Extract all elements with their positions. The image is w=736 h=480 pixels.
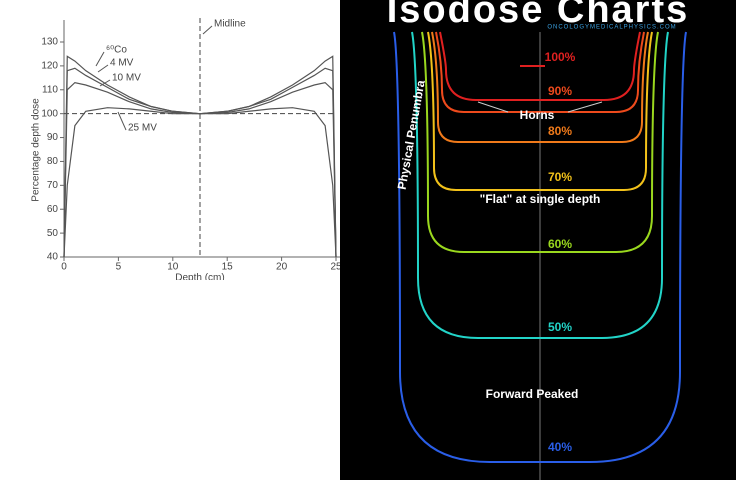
y-tick-label: 90 bbox=[47, 132, 59, 143]
x-tick-label: 25 bbox=[330, 262, 342, 273]
series-label: 25 MV bbox=[128, 123, 157, 134]
isodose-curve bbox=[411, 31, 669, 339]
y-tick-label: 100 bbox=[41, 108, 58, 119]
isodose-label: 40% bbox=[548, 440, 572, 454]
leader bbox=[97, 64, 109, 73]
isodose-curve bbox=[435, 31, 645, 113]
annotation: "Flat" at single depth bbox=[480, 192, 601, 206]
profile-line bbox=[63, 107, 337, 258]
leader bbox=[95, 51, 105, 67]
series-label: 4 MV bbox=[110, 58, 134, 69]
series-label: 10 MV bbox=[112, 73, 141, 84]
dark-panel bbox=[340, 0, 736, 480]
x-tick-label: 15 bbox=[222, 262, 234, 273]
isodose-curve bbox=[439, 31, 641, 101]
isodose-label: 90% bbox=[548, 84, 572, 98]
x-tick-label: 10 bbox=[167, 262, 179, 273]
isodose-label: 100% bbox=[545, 50, 576, 64]
isodose-label: 60% bbox=[548, 237, 572, 251]
y-tick-label: 80 bbox=[47, 156, 59, 167]
isodose-label: 80% bbox=[548, 124, 572, 138]
y-axis-label: Percentage depth dose bbox=[31, 98, 42, 202]
isodose-label: 50% bbox=[548, 320, 572, 334]
diagram-title: Isodose Charts bbox=[387, 0, 690, 31]
y-tick-label: 50 bbox=[47, 228, 59, 239]
annotation: Horns bbox=[520, 108, 555, 122]
y-tick-label: 130 bbox=[41, 37, 58, 48]
leader bbox=[99, 79, 111, 87]
isodose-label: 70% bbox=[548, 170, 572, 184]
leader bbox=[567, 101, 603, 113]
series-label: ⁶⁰Co bbox=[106, 45, 127, 56]
diagram-subtitle: ONCOLOGYMEDICALPHYSICS.COM bbox=[547, 25, 676, 31]
y-tick-label: 60 bbox=[47, 204, 59, 215]
y-tick-label: 40 bbox=[47, 252, 59, 263]
x-tick-label: 5 bbox=[116, 262, 122, 273]
x-tick-label: 20 bbox=[276, 262, 288, 273]
y-tick-label: 110 bbox=[42, 84, 58, 95]
isodose-curve bbox=[421, 31, 659, 253]
midline-label: Midline bbox=[214, 19, 246, 30]
y-tick-label: 70 bbox=[47, 180, 59, 191]
profile-chart: 40 50 60 70 80 90 100 110 120 130 0 5 10 15 20 25 Depth … bbox=[31, 18, 342, 284]
x-axis-label: Depth (cm) bbox=[175, 273, 224, 284]
isodose-diagram: Isodose ChartsONCOLOGYMEDICALPHYSICS.COM… bbox=[387, 0, 690, 480]
leader bbox=[117, 111, 127, 131]
leader bbox=[202, 25, 213, 35]
annotation: Forward Peaked bbox=[486, 387, 579, 401]
leader bbox=[477, 101, 509, 113]
isodose-curve bbox=[427, 31, 653, 191]
isodose-curve bbox=[431, 31, 649, 143]
isodose-curve bbox=[393, 31, 687, 463]
x-tick-label: 0 bbox=[61, 262, 67, 273]
y-tick-label: 120 bbox=[41, 61, 58, 72]
